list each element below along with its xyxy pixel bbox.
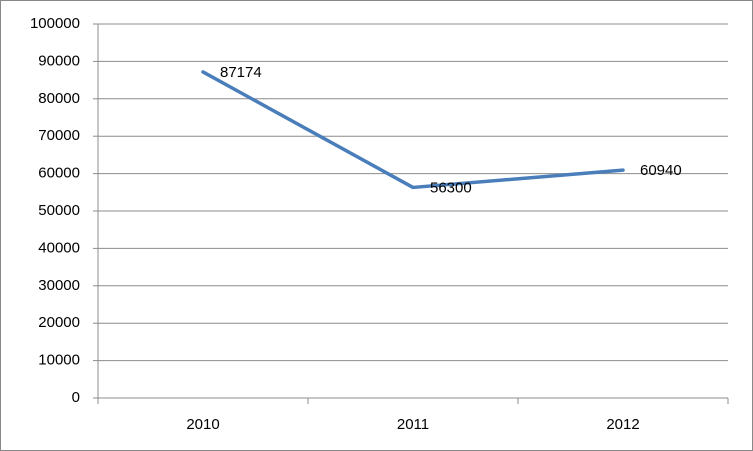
y-tick-label: 20000 [38,314,80,331]
x-tick-label: 2011 [397,416,429,433]
y-tick-label: 90000 [38,52,80,69]
data-label: 87174 [220,64,262,81]
y-tick-label: 10000 [38,352,80,369]
y-tick-label: 100000 [30,15,80,32]
y-tick-label: 80000 [38,90,80,107]
x-tick-label: 2010 [186,416,219,433]
x-tick-label: 2012 [606,416,639,433]
data-label: 56300 [430,179,472,196]
y-tick-label: 50000 [38,202,80,219]
y-tick-label: 30000 [38,277,80,294]
data-line [201,70,625,190]
y-tick-label: 0 [72,389,80,406]
data-label: 60940 [640,162,682,179]
y-tick-label: 60000 [38,165,80,182]
y-tick-label: 40000 [38,239,80,256]
y-tick-label: 70000 [38,127,80,144]
